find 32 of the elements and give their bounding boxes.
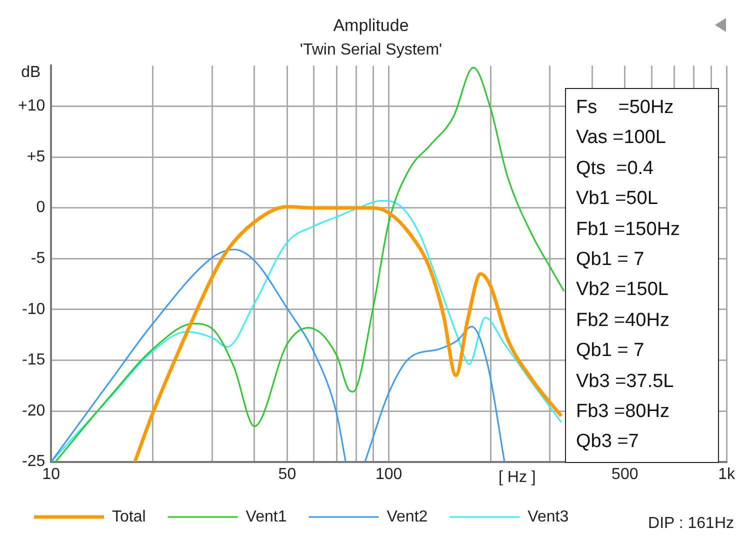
chart-title: Amplitude: [333, 16, 409, 35]
annotation: Qb1 = 7: [576, 339, 646, 364]
x-axis-title: [ Hz ]: [498, 469, 536, 486]
legend-label: Vent3: [528, 508, 569, 526]
y-tick-label: -15: [22, 352, 46, 369]
legend-label: Total: [112, 508, 146, 526]
x-tick-label: 100: [375, 466, 402, 483]
y-tick-label: -20: [22, 402, 46, 420]
y-axis-title: dB: [21, 64, 41, 82]
x-tick-label: 500: [612, 466, 638, 483]
annotation: Qts =0.4: [576, 156, 655, 181]
text: DIP : 161Hz: [648, 515, 734, 533]
annotation: Vb3 =37.5L: [576, 370, 675, 394]
annotation: Fb3 =80Hz: [576, 400, 670, 424]
annotation: Vb1 =50L: [576, 187, 659, 212]
y-tick-label: -5: [30, 250, 46, 268]
legend-label: Vent2: [386, 508, 428, 526]
y-tick-label: +10: [18, 98, 46, 115]
chart-subtitle: 'Twin Serial System': [300, 41, 442, 58]
annotation: Fb2 =40Hz: [576, 308, 670, 333]
y-tick-label: +5: [26, 148, 46, 166]
annotation: Qb3 =7: [576, 430, 640, 454]
x-tick-label: 50: [278, 466, 296, 483]
annotation: Qb1 = 7: [576, 248, 646, 272]
annotation: Fs =50Hz: [576, 96, 675, 120]
x-tick-label: 1k: [718, 466, 736, 483]
annotation: Fb1 =150Hz: [576, 218, 682, 242]
annotation: Vb2 =150L: [576, 278, 670, 302]
legend-label: Vent1: [246, 508, 287, 526]
y-tick-label: 0: [36, 199, 46, 216]
annotation: Vas =100L: [576, 126, 667, 150]
y-tick-label: -10: [22, 300, 46, 318]
